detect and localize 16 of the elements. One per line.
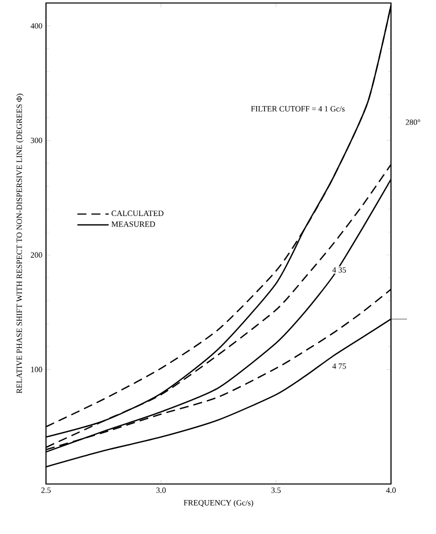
text: 280°: [406, 119, 420, 125]
x-tick-label: 3.0: [156, 488, 166, 493]
y-axis-title: RELATIVE PHASE SHIFT WITH RESPECT TO NON-DISPERSIVE LINE (DEGREES Φ): [16, 94, 24, 394]
annotation: FILTER CUTOFF = 4 1 Gc/s: [251, 106, 345, 112]
x-tick-label: 2.5: [41, 488, 51, 493]
y-tick-label: 400: [30, 23, 42, 29]
x-tick-label: 4.0: [386, 488, 396, 493]
x-axis-title: FREQUENCY (Gc/s): [184, 500, 254, 508]
y-tick-label: 300: [30, 138, 42, 144]
annotation: 4 75: [332, 363, 346, 369]
legend-label: MEASURED: [112, 221, 155, 227]
y-tick-label: 100: [31, 366, 42, 372]
annotation: 4 35: [332, 267, 346, 273]
legend-label: CALCULATED: [112, 210, 164, 216]
x-tick-label: 3.5: [271, 488, 281, 493]
y-tick-label: 200: [30, 252, 42, 258]
